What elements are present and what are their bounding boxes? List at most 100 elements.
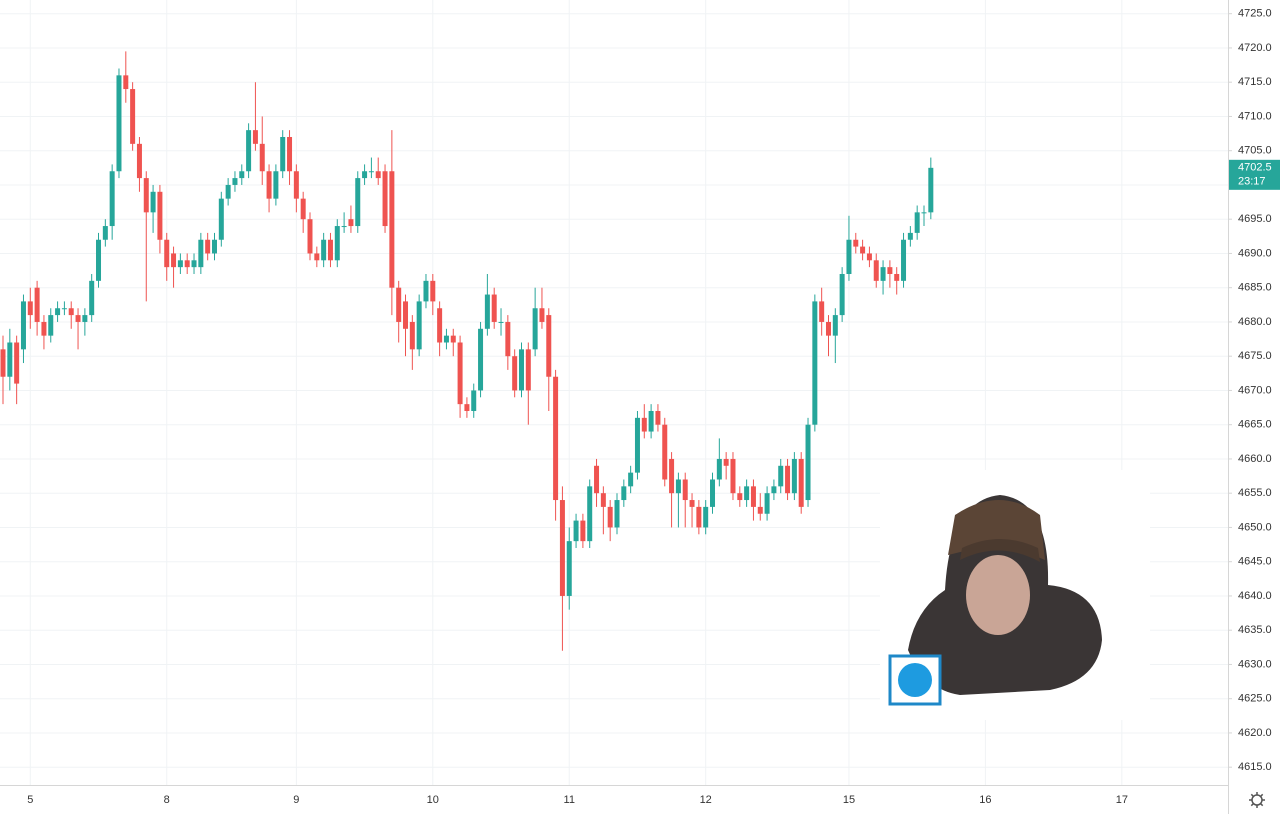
y-tick-label: 4645.0 — [1238, 556, 1272, 568]
y-tick-label: 4705.0 — [1238, 145, 1272, 157]
candle-body — [327, 239, 333, 261]
candle-body — [423, 280, 429, 302]
candle-body — [334, 226, 340, 261]
candle-body — [553, 376, 559, 501]
candle-body — [150, 191, 156, 213]
candle-body — [280, 136, 286, 172]
candle-body — [355, 178, 361, 227]
candle-body — [860, 246, 866, 254]
candle-body — [14, 342, 20, 384]
candle-body — [300, 198, 306, 220]
candle-body — [928, 167, 934, 213]
candle-body — [846, 239, 852, 274]
bangs — [960, 539, 1040, 562]
candle-body — [0, 349, 6, 377]
candle-body — [116, 75, 122, 172]
candle-body — [184, 260, 190, 268]
candle-body — [600, 493, 606, 507]
y-tick-label: 4615.0 — [1238, 761, 1272, 773]
candle-body — [109, 171, 115, 227]
logo — [898, 663, 932, 697]
candle-body — [573, 520, 579, 542]
candle-body — [96, 239, 102, 281]
y-tick-label: 4720.0 — [1238, 42, 1272, 54]
candle-body — [348, 219, 354, 227]
candle-body — [730, 458, 736, 494]
candle-body — [82, 315, 88, 322]
candle-body — [307, 219, 313, 254]
candle-body — [525, 349, 531, 391]
y-tick-label: 4670.0 — [1238, 384, 1272, 396]
candle-body — [614, 500, 620, 528]
candle-body — [805, 424, 811, 501]
candle-body — [628, 472, 634, 487]
candle-body — [621, 486, 627, 501]
candle-body — [191, 260, 197, 268]
candle-body — [675, 479, 681, 494]
y-tick-label: 4635.0 — [1238, 624, 1272, 636]
candle-body — [464, 404, 470, 411]
candle-body — [403, 301, 409, 329]
candle-body — [669, 458, 675, 494]
candle-body — [321, 239, 327, 261]
candle-body — [362, 171, 368, 179]
candle-body — [921, 212, 927, 214]
candle-body — [177, 260, 183, 268]
candle-body — [566, 541, 572, 596]
candle-body — [437, 308, 443, 343]
x-tick-label: 17 — [1116, 794, 1128, 806]
candle-body — [218, 198, 224, 240]
settings-icon[interactable] — [1249, 792, 1265, 808]
candle-body — [211, 239, 217, 254]
candle-body — [655, 410, 661, 425]
candle-body — [587, 486, 593, 542]
candle-body — [55, 308, 61, 316]
x-tick-label: 9 — [293, 794, 299, 806]
candle-body — [198, 239, 204, 268]
y-tick-label: 4695.0 — [1238, 213, 1272, 225]
candle-body — [61, 308, 67, 310]
candle-body — [471, 390, 477, 411]
y-tick-label: 4625.0 — [1238, 693, 1272, 705]
candle-body — [757, 506, 763, 514]
candle-body — [34, 287, 40, 322]
candle-body — [532, 308, 538, 350]
candle-body — [205, 239, 211, 254]
x-tick-label: 8 — [164, 794, 170, 806]
candle-body — [880, 267, 886, 281]
candle-body — [341, 226, 347, 228]
candle-body — [887, 267, 893, 274]
candle-body — [723, 458, 729, 466]
candle-body — [914, 212, 920, 233]
candle-body — [409, 321, 415, 350]
y-tick-label: 4630.0 — [1238, 658, 1272, 670]
candle-body — [232, 178, 238, 185]
candle-body — [839, 273, 845, 316]
candle-body — [825, 321, 831, 336]
candle-body — [580, 520, 586, 542]
candle-body — [382, 171, 388, 227]
candle-body — [484, 294, 490, 329]
candle-body — [143, 178, 149, 213]
candle-body — [252, 130, 258, 144]
y-tick-label: 4685.0 — [1238, 282, 1272, 294]
candle-body — [164, 239, 170, 268]
y-tick-label: 4640.0 — [1238, 590, 1272, 602]
x-tick-label: 16 — [979, 794, 991, 806]
candle-body — [89, 280, 95, 316]
candle-body — [634, 417, 640, 473]
candle-body — [430, 280, 436, 302]
candle-body — [853, 239, 859, 247]
candle-body — [798, 458, 804, 507]
y-tick-label: 4725.0 — [1238, 8, 1272, 20]
candle-body — [682, 479, 688, 501]
candle-body — [716, 458, 722, 480]
axes: 4725.04720.04715.04710.04705.04700.04695… — [27, 8, 1280, 806]
candle-body — [703, 506, 709, 528]
candle-body — [559, 500, 565, 596]
gear-teeth[interactable] — [1249, 792, 1265, 808]
candle-body — [416, 301, 422, 350]
y-tick-label: 4675.0 — [1238, 350, 1272, 362]
overlay-image — [880, 470, 1150, 720]
